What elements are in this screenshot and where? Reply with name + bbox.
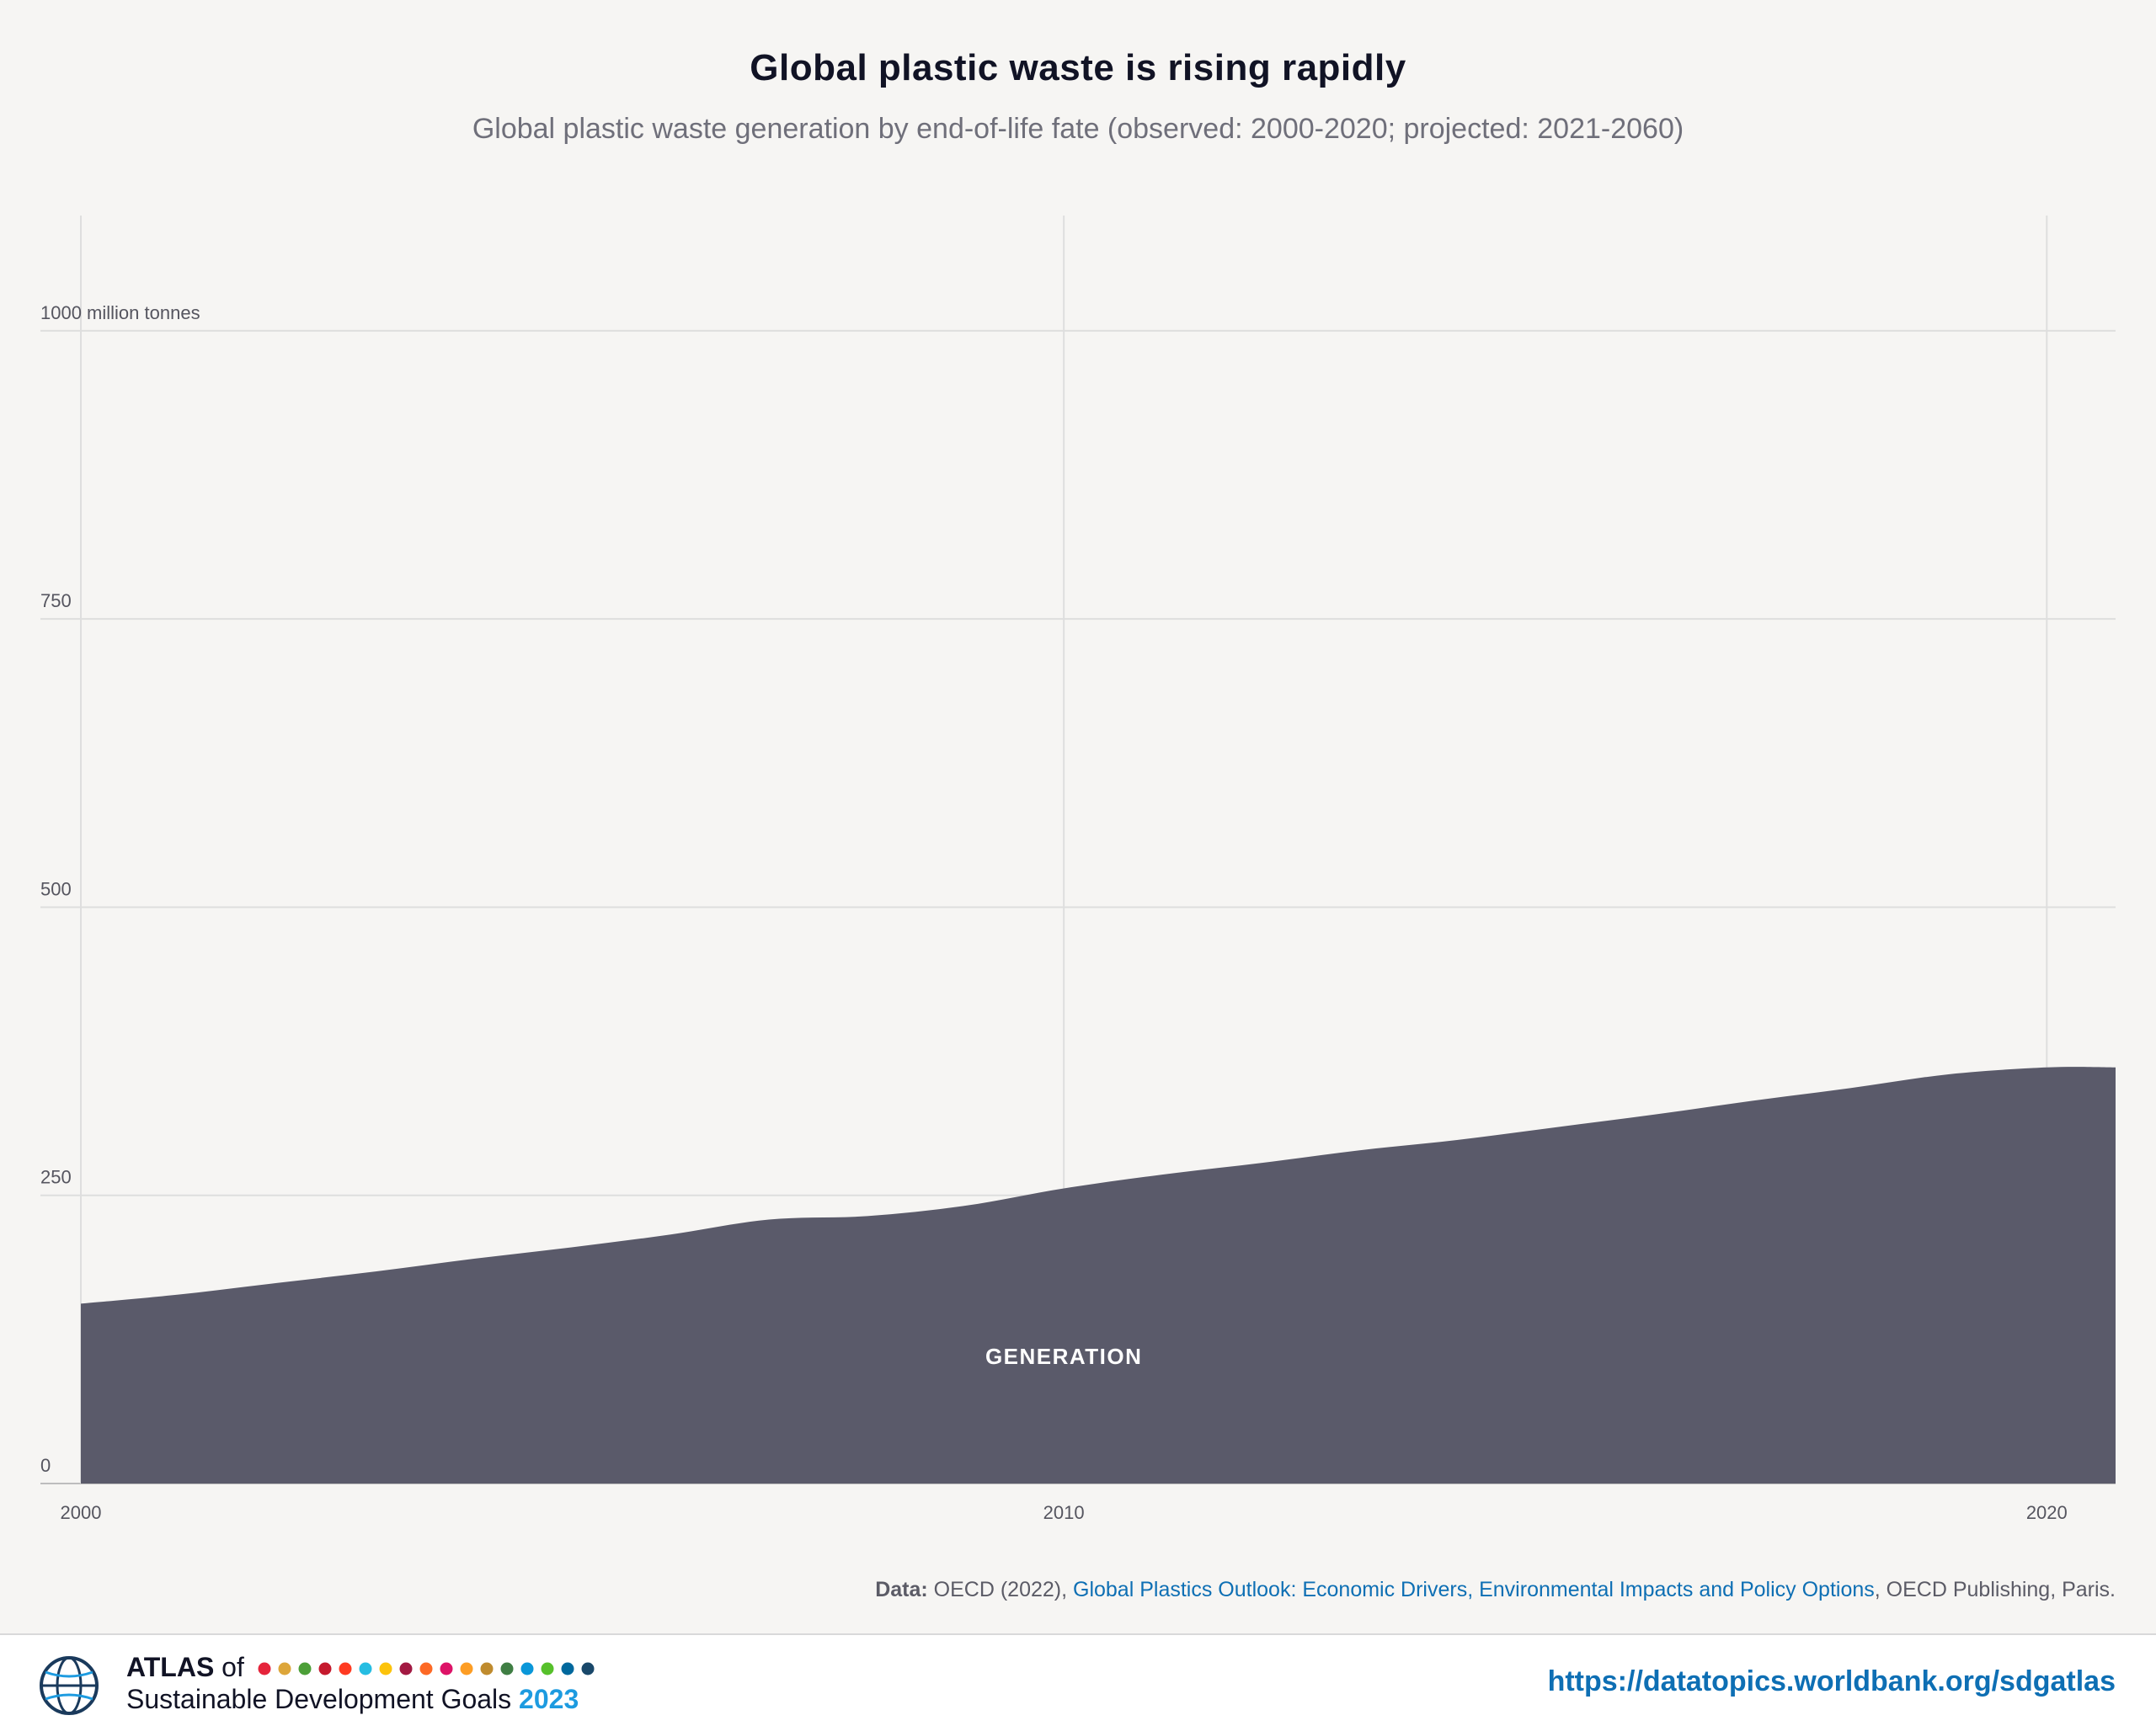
sdg-dot bbox=[500, 1662, 514, 1675]
y-tick-label: 500 bbox=[40, 878, 72, 899]
atlas-brand-line2: Sustainable Development Goals 2023 bbox=[126, 1684, 579, 1715]
sdg-dot bbox=[561, 1662, 574, 1675]
y-tick-label: 1000 million tonnes bbox=[40, 302, 200, 323]
brand-year: 2023 bbox=[519, 1684, 579, 1714]
world-bank-globe-icon[interactable] bbox=[37, 1654, 101, 1718]
sdg-dot bbox=[460, 1662, 473, 1675]
sdg-dot bbox=[541, 1662, 554, 1675]
x-tick-label: 2010 bbox=[1043, 1502, 1085, 1523]
sdg-dot bbox=[339, 1662, 352, 1675]
footer-bar: ATLAS of Sustainable Development Goals 2… bbox=[0, 1633, 2156, 1726]
brand-sdg: Sustainable Development Goals bbox=[126, 1684, 520, 1714]
sdg-dot bbox=[258, 1662, 271, 1675]
chart-subtitle: Global plastic waste generation by end-o… bbox=[472, 113, 1684, 145]
source-prefix: Data: bbox=[875, 1578, 928, 1601]
atlas-url-link[interactable]: https://datatopics.worldbank.org/sdgatla… bbox=[1547, 1665, 2116, 1697]
sdg-dot bbox=[480, 1662, 494, 1675]
x-tick-label: 2020 bbox=[2026, 1502, 2068, 1523]
sdg-dot bbox=[399, 1662, 413, 1675]
sdg-color-dots bbox=[258, 1662, 595, 1675]
y-tick-label: 750 bbox=[40, 590, 72, 611]
x-axis-labels: 2000 2010 2020 bbox=[61, 1502, 2068, 1523]
sdg-dot bbox=[379, 1662, 392, 1675]
atlas-brand-line1: ATLAS of bbox=[126, 1652, 244, 1683]
brand-of: of bbox=[214, 1652, 244, 1682]
sdg-dot bbox=[318, 1662, 332, 1675]
x-tick-label: 2000 bbox=[61, 1502, 102, 1523]
data-source-note: Data: OECD (2022), Global Plastics Outlo… bbox=[875, 1578, 2116, 1602]
source-suffix: , OECD Publishing, Paris. bbox=[1874, 1578, 2116, 1601]
series-label-generation: GENERATION bbox=[985, 1344, 1142, 1369]
sdg-dot bbox=[359, 1662, 372, 1675]
source-publisher: OECD (2022), bbox=[927, 1578, 1073, 1601]
source-link[interactable]: Global Plastics Outlook: Economic Driver… bbox=[1073, 1578, 1875, 1601]
brand-atlas: ATLAS bbox=[126, 1652, 215, 1682]
y-tick-label: 0 bbox=[40, 1455, 51, 1476]
sdg-dot bbox=[581, 1662, 595, 1675]
sdg-dot bbox=[520, 1662, 534, 1675]
y-axis-labels: 0 250 500 750 1000 million tonnes bbox=[40, 302, 200, 1476]
y-tick-label: 250 bbox=[40, 1167, 72, 1188]
chart-title: Global plastic waste is rising rapidly bbox=[750, 47, 1406, 88]
sdg-dot bbox=[419, 1662, 433, 1675]
area-series-generation[interactable] bbox=[81, 1067, 2116, 1484]
sdg-dot bbox=[440, 1662, 453, 1675]
sdg-dot bbox=[278, 1662, 291, 1675]
sdg-dot bbox=[298, 1662, 312, 1675]
